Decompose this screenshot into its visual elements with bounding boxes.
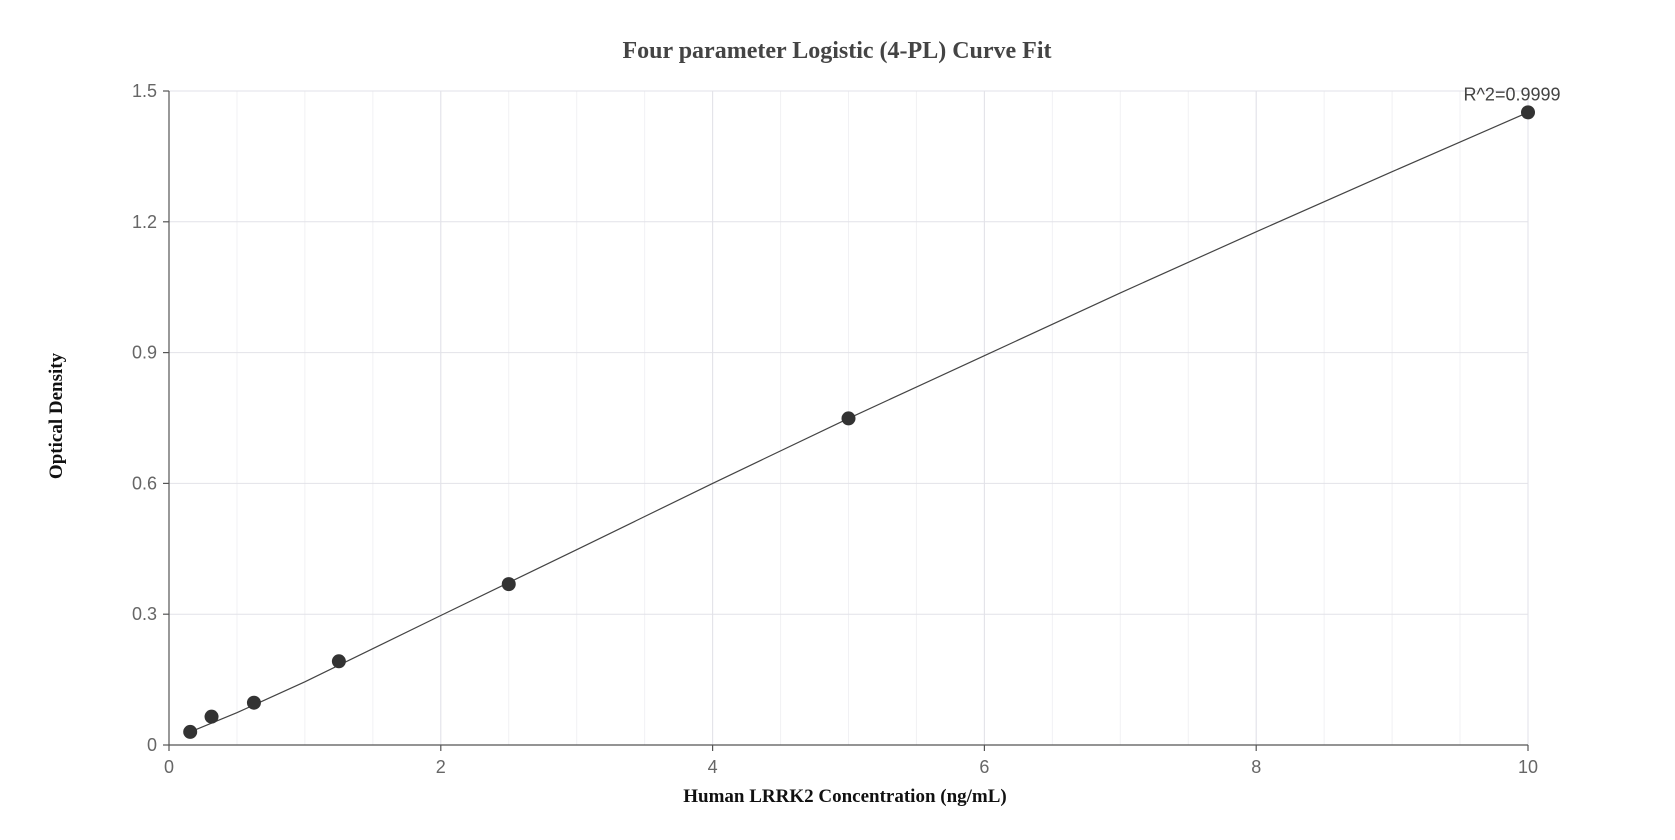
y-tick-label: 1.5	[132, 81, 157, 101]
y-tick-label: 0	[147, 735, 157, 755]
fit-curve-line	[189, 111, 1529, 733]
r-squared-annotation: R^2=0.9999	[1463, 84, 1560, 104]
x-tick-label: 8	[1251, 757, 1261, 777]
y-tick-label: 0.9	[132, 343, 157, 363]
y-tick-label: 1.2	[132, 212, 157, 232]
x-tick-label: 2	[436, 757, 446, 777]
x-tick-label: 10	[1518, 757, 1538, 777]
data-points	[183, 105, 1535, 739]
x-axis-title: Human LRRK2 Concentration (ng/mL)	[683, 786, 1007, 807]
data-point	[501, 577, 516, 592]
x-tick-label: 6	[979, 757, 989, 777]
y-axis-title: Optical Density	[46, 352, 67, 479]
x-axis-ticks: 0 2 4 6 8 10	[164, 745, 1538, 777]
data-point	[204, 709, 219, 724]
y-tick-label: 0.3	[132, 604, 157, 624]
data-point	[246, 695, 261, 710]
x-tick-label: 4	[708, 757, 718, 777]
x-tick-label: 0	[164, 757, 174, 777]
data-point	[183, 724, 198, 739]
data-point	[1521, 105, 1535, 120]
y-axis-ticks: 0 0.3 0.6 0.9 1.2 1.5	[132, 81, 169, 755]
chart-title: Four parameter Logistic (4-PL) Curve Fit	[622, 38, 1051, 64]
data-point	[841, 411, 856, 426]
y-tick-label: 0.6	[132, 473, 157, 493]
data-point	[331, 654, 346, 669]
major-gridlines	[169, 90, 1529, 745]
